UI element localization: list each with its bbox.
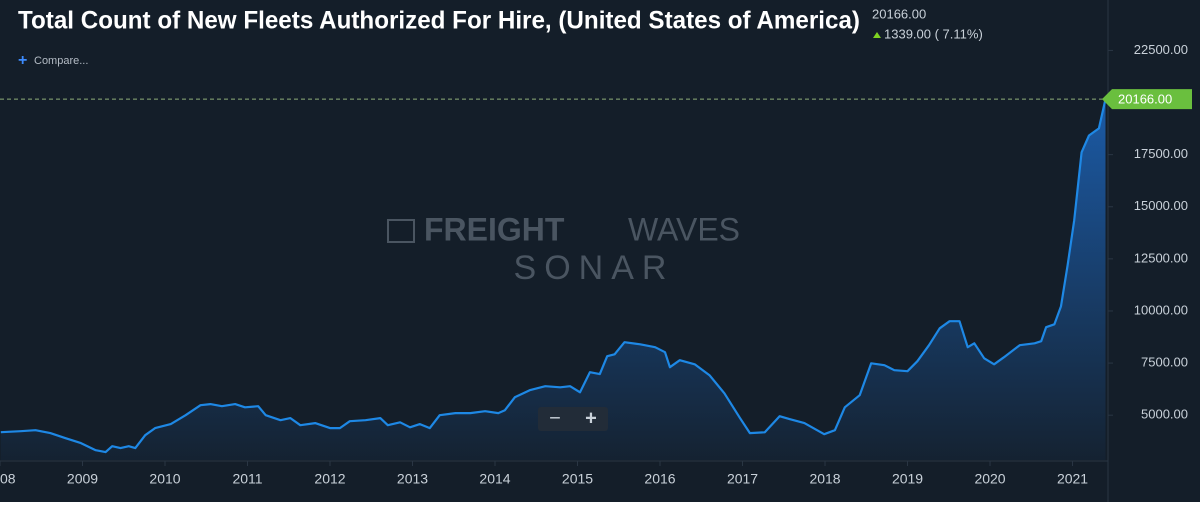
zoom-out[interactable]: −	[549, 407, 561, 429]
zoom-in[interactable]: +	[585, 407, 597, 429]
y-tick-label: 7500.00	[1141, 355, 1188, 370]
x-tick-label: 2015	[562, 471, 593, 487]
compare-label[interactable]: Compare...	[34, 55, 88, 67]
y-tick-label: 10000.00	[1134, 302, 1188, 317]
x-tick-label: 2014	[479, 471, 510, 487]
y-tick-label: 15000.00	[1134, 198, 1188, 213]
current-value-label: 20166.00	[1118, 92, 1172, 107]
x-tick-label: 2011	[232, 471, 262, 487]
y-tick-label: 22500.00	[1134, 42, 1188, 57]
current-value: 20166.00	[872, 6, 926, 21]
current-value-tag	[1102, 89, 1192, 110]
x-tick-label: 2018	[809, 471, 840, 487]
x-tick-label: 2009	[67, 471, 98, 487]
up-arrow	[873, 32, 881, 38]
line	[0, 98, 1107, 454]
watermark-text: WAVES	[628, 211, 740, 247]
zoom-panel	[538, 407, 608, 431]
y-tick-label: 5000.00	[1141, 407, 1188, 422]
plot	[0, 98, 1107, 460]
watermark-icon	[387, 219, 415, 243]
x-tick-label: 2012	[314, 471, 345, 487]
x-tick-label: 2010	[149, 471, 180, 487]
watermark: FREIGHT WAVES SONAR	[387, 211, 740, 287]
change-value: 1339.00 ( 7.11%)	[884, 26, 983, 41]
zoom-controls: − +	[538, 407, 608, 431]
x-tick-label: 2019	[892, 471, 923, 487]
y-tick-label: 17500.00	[1134, 146, 1188, 161]
watermark-text: SONAR	[514, 249, 675, 287]
y-tick-label: 12500.00	[1134, 250, 1188, 265]
chart-title: Total Count of New Fleets Authorized For…	[18, 7, 860, 35]
x-tick-label: 2013	[397, 471, 428, 487]
x-tick-label: 2016	[644, 471, 675, 487]
x-tick-label: 2021	[1057, 471, 1088, 487]
compare-button[interactable]: + Compare...	[18, 52, 88, 69]
watermark-text: FREIGHT	[424, 211, 565, 247]
x-tick-label: 2008	[0, 471, 16, 487]
x-tick-label: 2020	[974, 471, 1005, 487]
compare-icon[interactable]: +	[18, 52, 27, 69]
x-tick-label: 2017	[727, 471, 758, 487]
